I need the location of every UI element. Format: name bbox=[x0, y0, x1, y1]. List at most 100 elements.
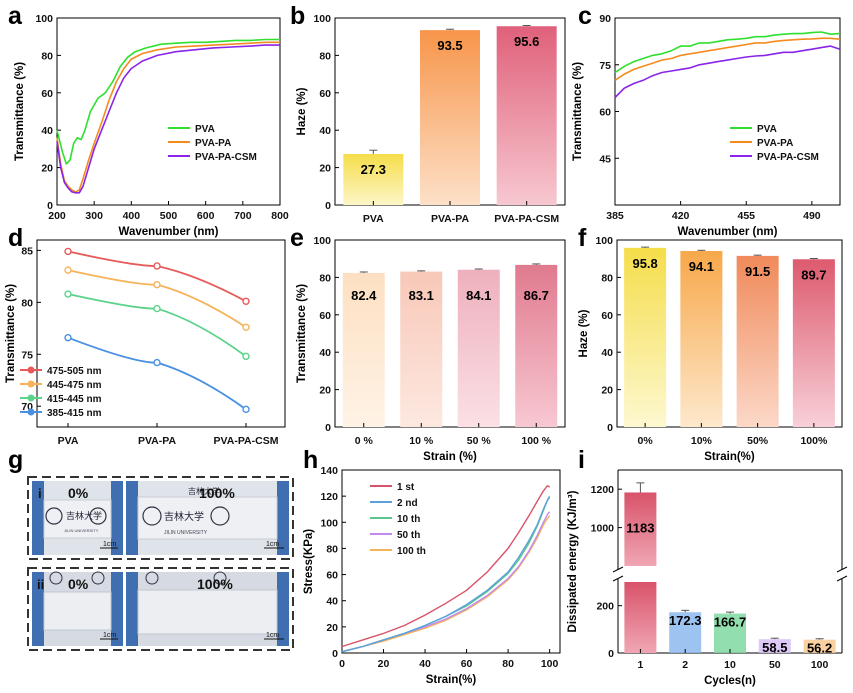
series-line-pva-pa bbox=[56, 41, 280, 193]
photo-row1-right: 吉林大学 JILIN UNIVERSITY 吉林大学 100% 1cm bbox=[126, 481, 289, 555]
bar-50 bbox=[457, 269, 500, 427]
x-tick-label: 0 bbox=[339, 658, 345, 670]
bar-50 bbox=[736, 255, 779, 427]
y-tick-label: 120 bbox=[320, 491, 338, 503]
bar-100 bbox=[515, 264, 558, 427]
legend-entry: 1 st bbox=[397, 482, 415, 493]
photo-banner-text: 吉林大学 bbox=[188, 486, 220, 496]
photo-banner-text: 吉林大学 bbox=[164, 510, 204, 523]
x-tick-label: 600 bbox=[197, 210, 215, 222]
y-tick-label: 0 bbox=[47, 200, 53, 212]
x-axis-label: Strain(%) bbox=[426, 674, 477, 686]
panel-b-chart: 0 20 40 60 80 100 27.3 PVA 93.5 PVA-PA 95.6 PVA-PA-… bbox=[296, 13, 566, 225]
data-point bbox=[153, 280, 161, 289]
legend-marker bbox=[27, 380, 35, 388]
x-axis-label: Wavenumber (nm) bbox=[119, 226, 219, 238]
photo-caption-0-row1: 0% bbox=[68, 485, 89, 501]
bar-10 bbox=[680, 251, 723, 427]
x-tick-label: 100 bbox=[541, 658, 559, 670]
bar-value-label: 91.5 bbox=[745, 264, 770, 279]
y-tick-label: 20 bbox=[601, 385, 613, 397]
y-tick-label: 60 bbox=[599, 107, 611, 119]
bar-cycle-100 bbox=[803, 639, 836, 653]
y-tick-label: 70 bbox=[21, 401, 33, 413]
data-point bbox=[153, 358, 161, 367]
y-tick-label: 100 bbox=[35, 13, 53, 25]
series-line-1st bbox=[341, 485, 550, 648]
data-point bbox=[64, 333, 72, 342]
x-tick-label: 50 % bbox=[467, 435, 492, 447]
x-tick-label: 300 bbox=[85, 210, 103, 222]
y-axis-label: Transmittance (%) bbox=[572, 62, 584, 161]
panel-letter-d: d bbox=[8, 224, 23, 252]
panel-letter-g: g bbox=[8, 446, 23, 474]
bar-cycle-1 bbox=[624, 492, 657, 566]
panel-e-chart: 0 20 40 60 80 100 82.4 0 % 83.1 10 % 84.1 50 % 86.7 1… bbox=[296, 235, 566, 463]
scale-bar-label: 1cm bbox=[266, 541, 279, 548]
y-tick-label: 45 bbox=[599, 153, 611, 165]
x-tick-label: 60 bbox=[461, 658, 473, 670]
bar-value-label: 1183 bbox=[626, 520, 654, 535]
y-tick-label: 75 bbox=[599, 60, 611, 72]
x-tick-label: 100% bbox=[800, 435, 828, 447]
x-axis-label: Strain(%) bbox=[704, 451, 755, 463]
y-tick-label: 40 bbox=[319, 347, 331, 359]
x-tick-label: 0% bbox=[638, 435, 654, 447]
photo-banner-sub: JILIN UNIVERSITY bbox=[164, 530, 208, 536]
y-axis-label: Haze (%) bbox=[578, 309, 590, 357]
scale-bar-label: 1cm bbox=[103, 541, 116, 548]
y-tick-label: 20 bbox=[319, 385, 331, 397]
bar-cycle-2 bbox=[669, 612, 702, 653]
legend-entry: 2 nd bbox=[397, 498, 418, 509]
photo-caption-100-row1: 100% bbox=[199, 485, 235, 501]
series-line-100th bbox=[341, 515, 551, 653]
x-tick-label: 800 bbox=[271, 210, 289, 222]
series-line-pva-pa bbox=[614, 37, 841, 81]
x-tick-label: PVA bbox=[58, 435, 79, 447]
x-tick-label: 1 bbox=[637, 659, 643, 671]
y-tick-label: 80 bbox=[319, 50, 331, 62]
panel-letter-e: e bbox=[290, 224, 304, 252]
photo-row2-left: 0% ii 1cm bbox=[32, 571, 123, 646]
data-point bbox=[64, 266, 72, 274]
photo-row2-right: 100% 1cm bbox=[126, 571, 289, 646]
data-point bbox=[242, 297, 250, 305]
panel-c-chart: 45 60 75 90 385 420 455 490 Wavenumber (nm) Trans… bbox=[572, 13, 841, 238]
x-tick-label: 700 bbox=[234, 210, 252, 222]
bar-0 bbox=[624, 247, 667, 427]
panel-h-axes-frame bbox=[341, 469, 561, 654]
seal-icon bbox=[45, 507, 63, 525]
y-tick-label: 40 bbox=[41, 125, 53, 137]
x-tick-label: 385 bbox=[606, 210, 624, 222]
x-tick-label: PVA-PA-CSM bbox=[494, 213, 559, 225]
legend-entry: 415-445 nm bbox=[47, 394, 102, 405]
legend-entry: PVA bbox=[757, 124, 777, 135]
bar-10 bbox=[400, 271, 443, 427]
x-tick-label: 10 % bbox=[409, 435, 434, 447]
y-tick-label: 1200 bbox=[591, 484, 615, 496]
photo-row-label-ii: ii bbox=[37, 577, 44, 592]
y-tick-label: 20 bbox=[326, 622, 338, 634]
x-tick-label: PVA bbox=[363, 213, 384, 225]
y-tick-label: 60 bbox=[326, 570, 338, 582]
photo-caption-0-row2: 0% bbox=[68, 576, 89, 592]
y-tick-label: 0 bbox=[608, 648, 614, 660]
photo-banner-text: 吉林大学 bbox=[66, 510, 102, 522]
y-tick-label: 40 bbox=[319, 125, 331, 137]
photo-row-label-i: i bbox=[38, 486, 42, 501]
seal-icon bbox=[89, 507, 107, 525]
bar-value-label: 94.1 bbox=[689, 259, 714, 274]
y-tick-label: 90 bbox=[599, 13, 611, 25]
bar-value-label: 82.4 bbox=[351, 288, 377, 303]
legend-entry: 50 th bbox=[397, 530, 420, 541]
bar-pva bbox=[343, 153, 404, 205]
x-tick-label: PVA-PA bbox=[138, 435, 177, 447]
y-tick-label: 20 bbox=[319, 163, 331, 175]
panel-d-chart: 70 75 80 85 PVA PVA-PA PVA-PA-CSM Transmittance… bbox=[5, 239, 286, 447]
panel-letter-i: i bbox=[578, 446, 585, 474]
x-tick-label: 500 bbox=[160, 210, 178, 222]
data-point bbox=[242, 323, 250, 331]
axis-break-mark bbox=[836, 566, 848, 573]
bar-value-label: 95.6 bbox=[514, 34, 539, 49]
x-tick-label: 455 bbox=[737, 210, 755, 222]
